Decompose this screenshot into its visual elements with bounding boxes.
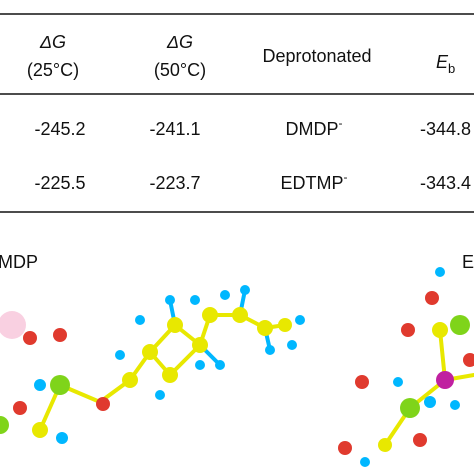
molecule-left	[0, 285, 305, 444]
compound-name: DMDP	[286, 119, 339, 139]
header-condition: (50°C)	[154, 60, 206, 80]
header-symbol-text: E	[436, 52, 449, 72]
compound-name: EDTMP	[281, 173, 344, 193]
molecule-right	[338, 267, 474, 467]
compound-charge: -	[344, 170, 348, 184]
header-symbol: Eb	[436, 52, 455, 76]
cell: EDTMP-	[281, 170, 348, 193]
cell: -225.5	[34, 173, 85, 193]
cell: -245.2	[34, 119, 85, 139]
cell: -241.1	[149, 119, 200, 139]
header-symbol-text: ΔG	[166, 32, 193, 52]
cell: DMDP-	[286, 116, 343, 139]
header-condition: (25°C)	[27, 60, 79, 80]
header-text: Deprotonated	[262, 46, 371, 66]
cell: -344.8	[420, 119, 471, 139]
header-symbol-text: ΔG	[39, 32, 66, 52]
cell: -223.7	[149, 173, 200, 193]
compound-charge: -	[339, 116, 343, 130]
header-subscript: b	[448, 61, 455, 76]
panel-label: E	[462, 252, 474, 272]
panel-label: MDP	[0, 252, 38, 272]
cell: -343.4	[420, 173, 471, 193]
header-symbol: ΔG	[39, 32, 66, 52]
header-symbol: ΔG	[166, 32, 193, 52]
